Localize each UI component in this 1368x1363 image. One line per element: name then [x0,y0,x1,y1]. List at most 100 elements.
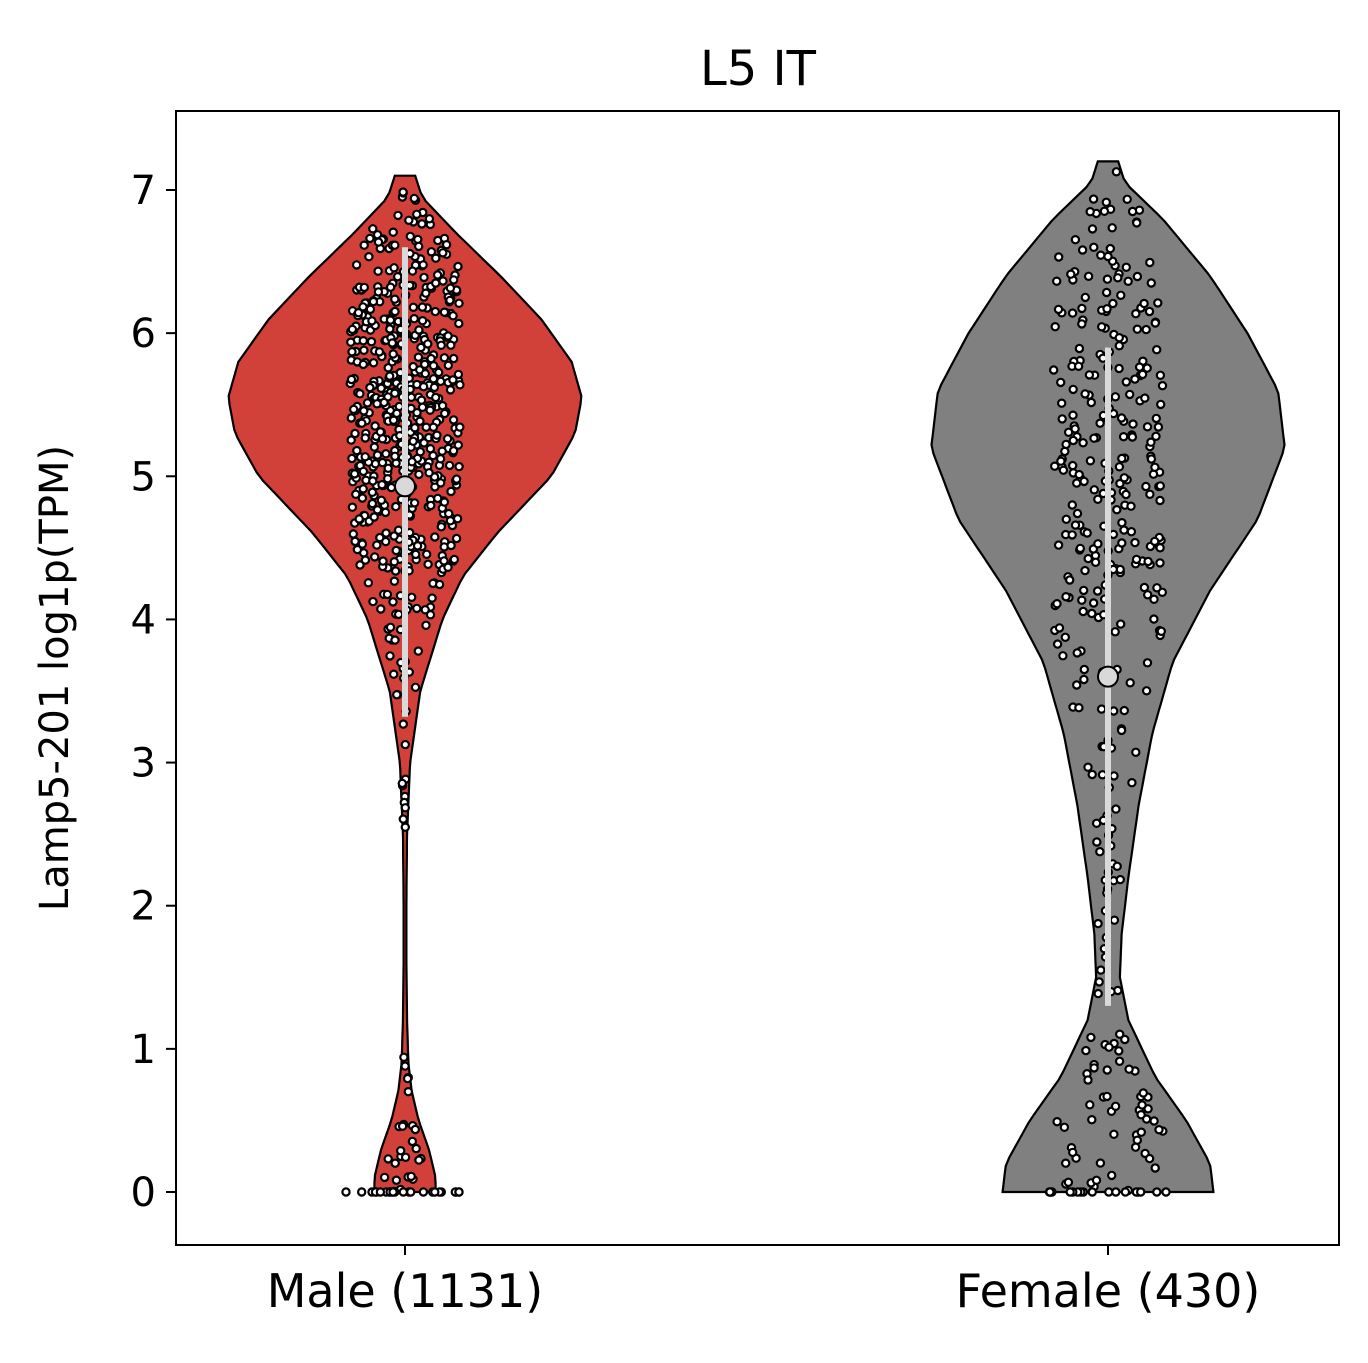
data-point [1080,565,1090,576]
data-point [434,579,445,590]
data-point [445,516,456,526]
data-point [1086,1032,1096,1043]
data-point [1087,608,1097,619]
data-point [425,405,435,415]
data-point [1061,439,1071,450]
data-point [389,557,399,567]
data-point [439,497,450,507]
data-point [1141,324,1151,335]
data-point [365,233,375,244]
data-point [1120,1187,1131,1197]
data-point [1152,583,1162,593]
data-point [392,690,402,700]
data-point [1096,250,1106,260]
data-point [1142,422,1153,432]
data-point [355,389,365,399]
data-point [1066,269,1076,279]
data-point [439,353,450,363]
data-point [436,340,446,350]
data-point [1161,1187,1171,1197]
data-point [1072,648,1082,658]
data-point [1093,918,1103,929]
data-point [448,375,458,385]
data-point [385,371,395,381]
data-point [454,461,464,472]
data-point [1123,276,1133,286]
data-point [1065,1187,1075,1197]
data-point [373,287,384,297]
data-point [1101,287,1112,298]
data-point [1056,398,1067,408]
data-point [381,528,391,538]
data-point [409,314,419,324]
data-point [1116,413,1127,423]
data-point [352,445,362,456]
data-point [421,620,431,631]
data-point [413,646,423,656]
data-point [431,278,441,288]
data-point [1131,554,1142,565]
data-point [351,260,362,270]
data-point [1095,847,1105,857]
data-point [376,495,387,505]
data-point [428,361,439,371]
data-point [1072,508,1083,519]
data-point [1136,1109,1146,1120]
data-point [417,402,428,412]
data-point [1077,319,1087,329]
data-point [443,360,453,371]
data-point [1089,485,1100,495]
data-point [407,592,417,603]
data-point [372,540,382,550]
data-point [413,352,424,362]
data-point [363,578,374,588]
data-point [1083,553,1093,564]
data-point [424,468,434,478]
data-point [398,1187,408,1197]
data-point [373,266,383,276]
data-point [409,193,419,204]
data-point [417,316,428,326]
data-point [1053,540,1064,550]
data-point [1155,543,1165,553]
data-point [1079,674,1089,685]
data-point [444,508,454,519]
data-point [349,469,360,479]
data-point [410,1124,420,1135]
data-point [347,347,357,357]
data-point [1150,318,1161,328]
data-point [1121,489,1131,500]
data-point [1139,582,1150,593]
data-point [1151,431,1161,441]
data-point [414,1155,424,1165]
data-point [360,452,370,462]
y-tick-label: 4 [131,597,156,643]
data-point [1087,224,1098,234]
data-point [440,408,450,419]
data-point [1138,1088,1149,1098]
data-point [1079,664,1090,675]
data-point [449,554,459,565]
data-point [1052,1116,1062,1127]
data-point [390,306,400,317]
violin-group [227,160,1286,1197]
data-point [359,282,369,293]
data-point [372,450,383,460]
data-point [1093,494,1103,504]
data-point [455,422,465,432]
data-point [1094,977,1104,987]
data-point [346,413,356,423]
data-point [365,304,376,314]
data-point [1105,243,1116,254]
data-point [430,1187,440,1197]
data-point [1140,393,1150,403]
data-point [453,261,463,272]
data-point [349,404,359,415]
data-point [388,349,398,359]
data-point [1096,322,1107,332]
data-point [1114,1046,1124,1056]
data-point [411,1143,421,1154]
data-point [362,398,373,408]
data-point [1056,456,1066,466]
data-point [375,1187,386,1197]
